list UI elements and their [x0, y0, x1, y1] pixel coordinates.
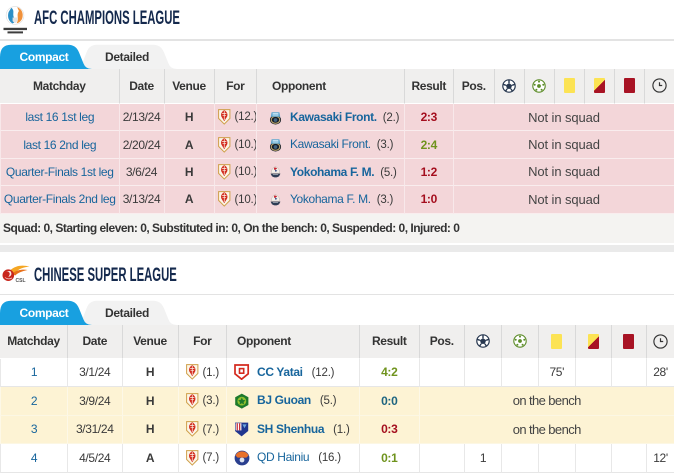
svg-text:CSL: CSL: [16, 278, 26, 283]
